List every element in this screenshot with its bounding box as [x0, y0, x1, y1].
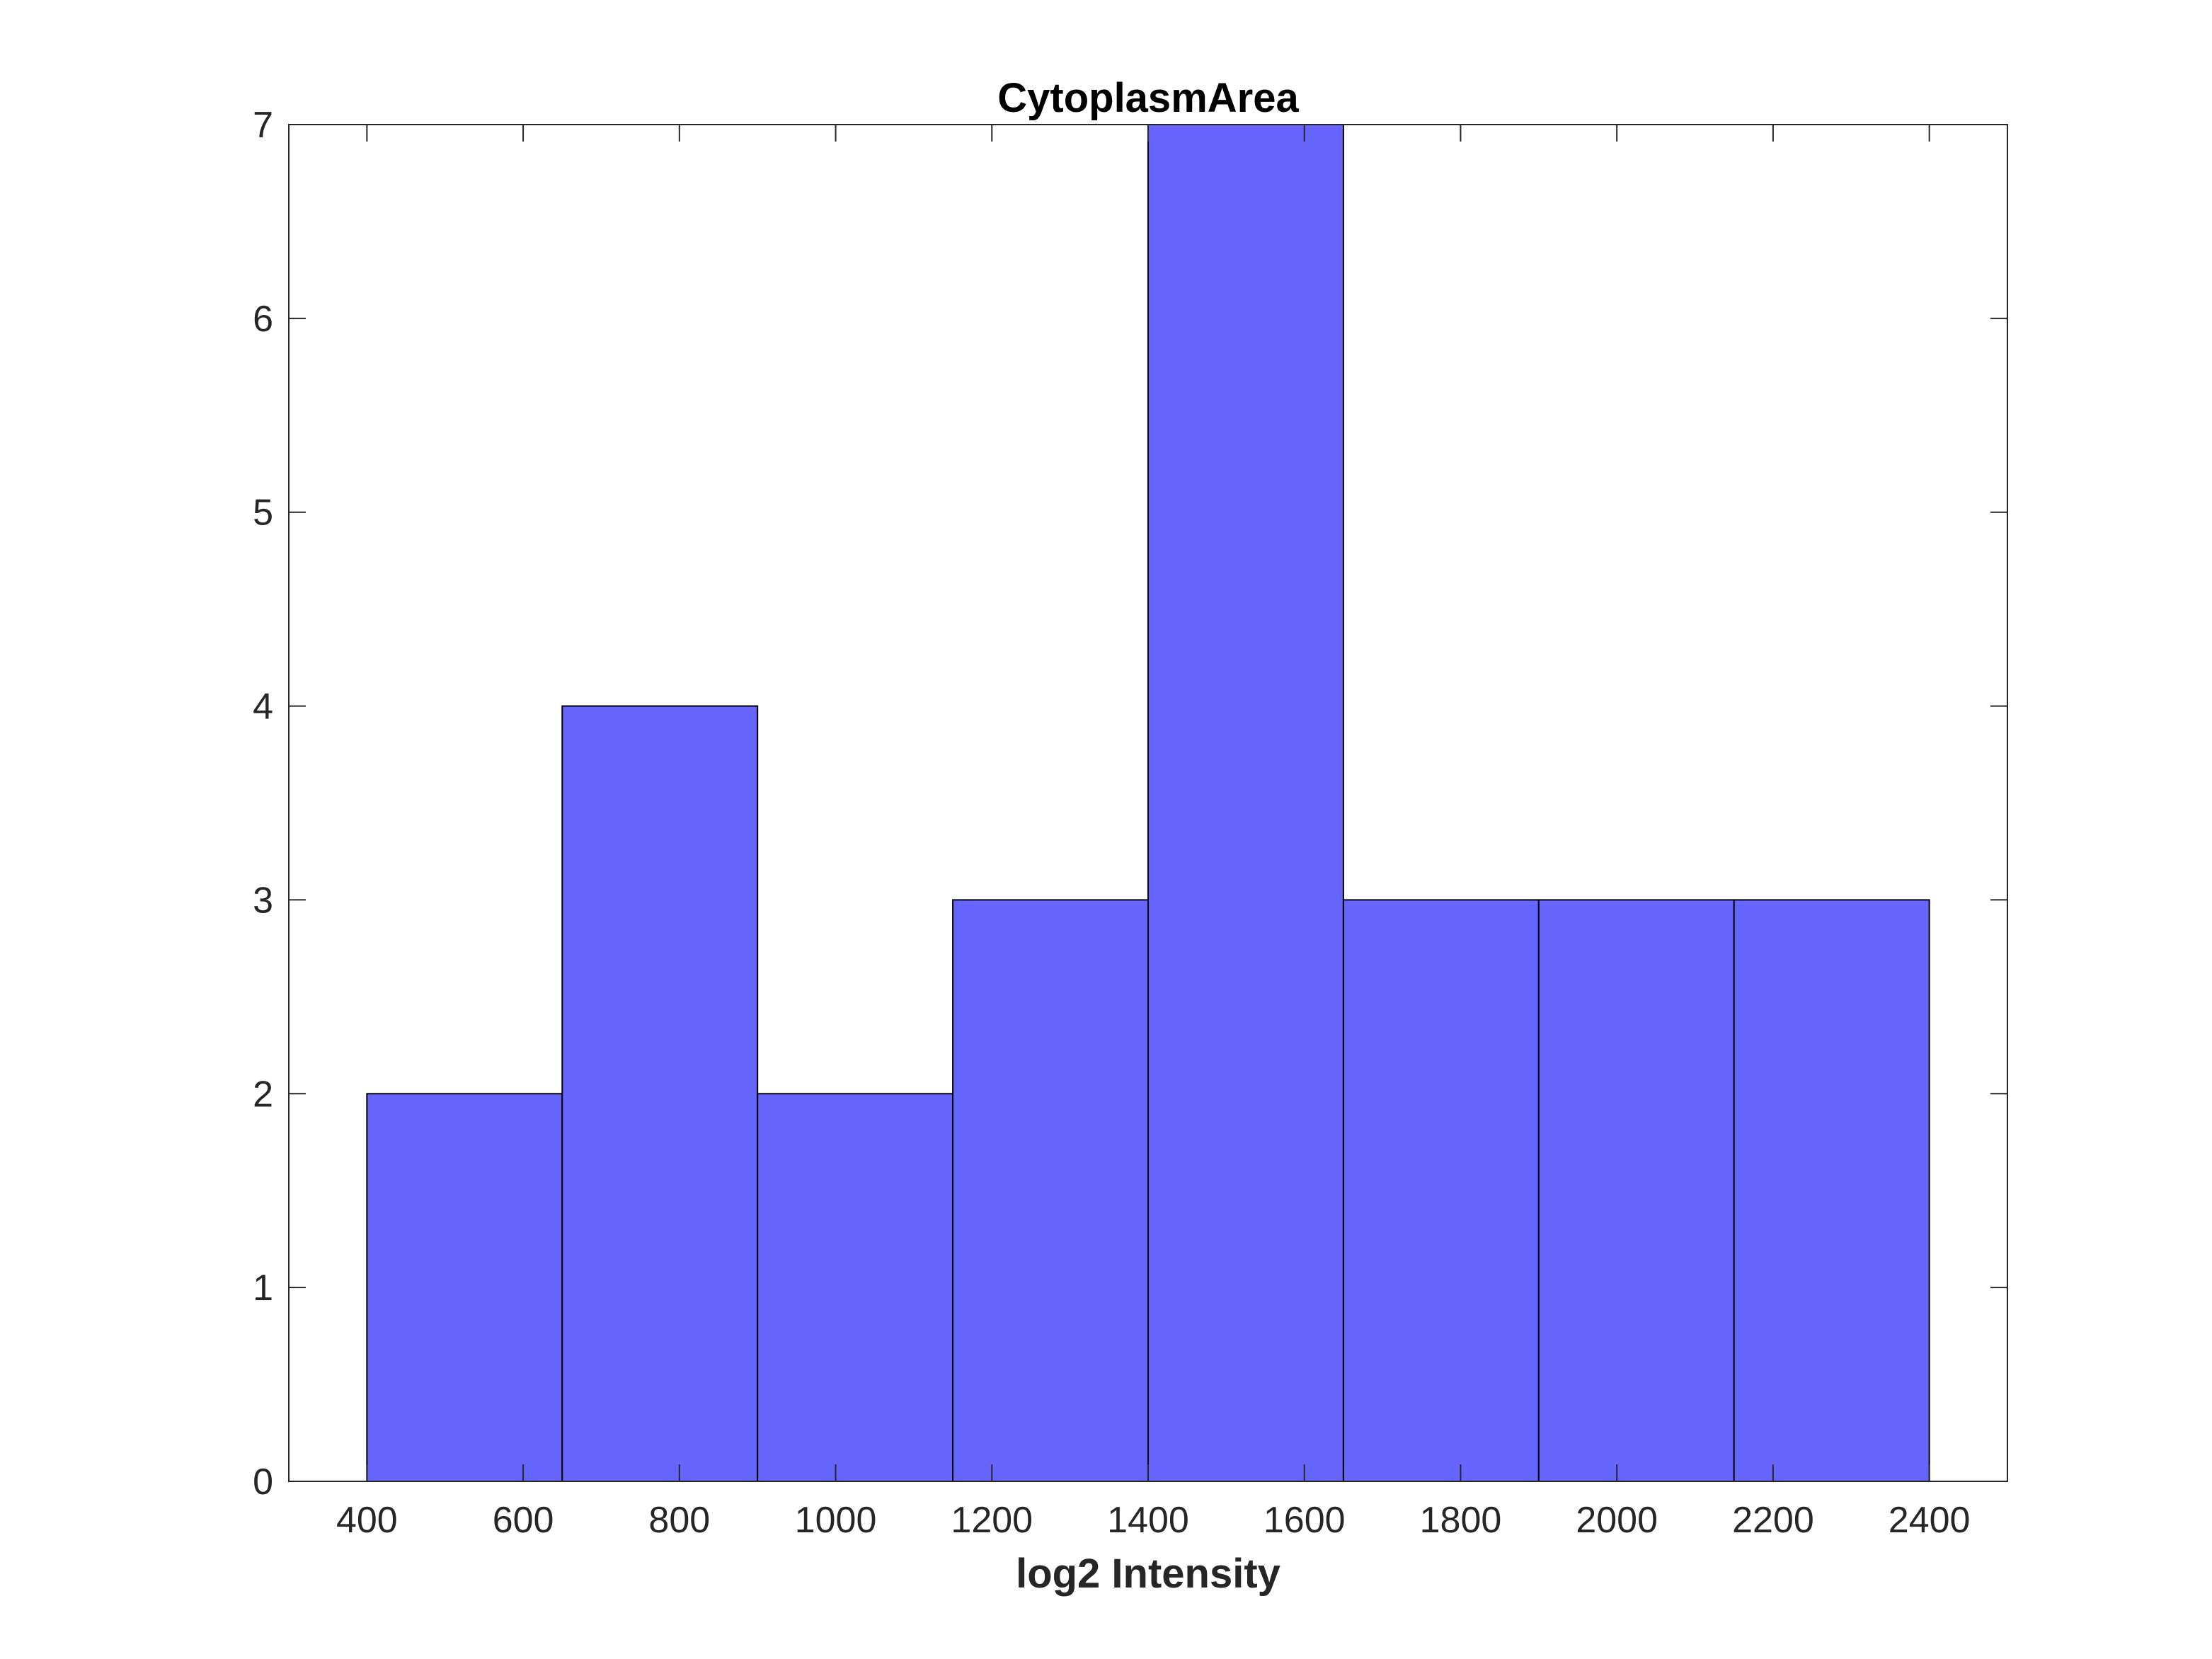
x-tick-label: 1200: [951, 1500, 1033, 1541]
x-tick-label: 400: [336, 1500, 398, 1541]
y-tick-label: 2: [253, 1074, 273, 1115]
chart-title: CytoplasmArea: [997, 75, 1299, 121]
y-tick-label: 0: [253, 1462, 273, 1503]
y-tick-label: 6: [253, 299, 273, 340]
histogram-bar: [1537, 899, 1735, 1482]
y-tick-label: 5: [253, 493, 273, 534]
x-tick-label: 600: [493, 1500, 554, 1541]
x-tick-label: 800: [648, 1500, 710, 1541]
x-tick-label: 1000: [795, 1500, 877, 1541]
x-tick-label: 2200: [1732, 1500, 1814, 1541]
tick-labels-group: 400 600 800 1000 1200 1400 1600 1800 2000 2200 240…: [253, 105, 1970, 1541]
histogram-bar: [366, 1093, 563, 1483]
histogram-bar: [561, 705, 759, 1482]
ticks-group: [289, 124, 2007, 1482]
x-tick-label: 2400: [1889, 1500, 1971, 1541]
x-tick-label: 1400: [1107, 1500, 1189, 1541]
histogram-bar: [952, 899, 1150, 1482]
histogram-bar: [1342, 899, 1540, 1482]
histogram-bar: [757, 1093, 954, 1483]
y-tick-label: 3: [253, 880, 273, 921]
y-tick-label: 7: [253, 105, 273, 146]
y-tick-label: 4: [253, 687, 273, 728]
bars-group: [366, 124, 1930, 1483]
histogram-bar: [1733, 899, 1930, 1482]
y-tick-label: 1: [253, 1268, 273, 1309]
x-tick-label: 2000: [1576, 1500, 1658, 1541]
histogram-bar: [1147, 124, 1344, 1482]
x-tick-label: 1600: [1263, 1500, 1346, 1541]
x-axis-label: log2 Intensity: [1016, 1551, 1280, 1597]
x-tick-label: 1800: [1420, 1500, 1502, 1541]
